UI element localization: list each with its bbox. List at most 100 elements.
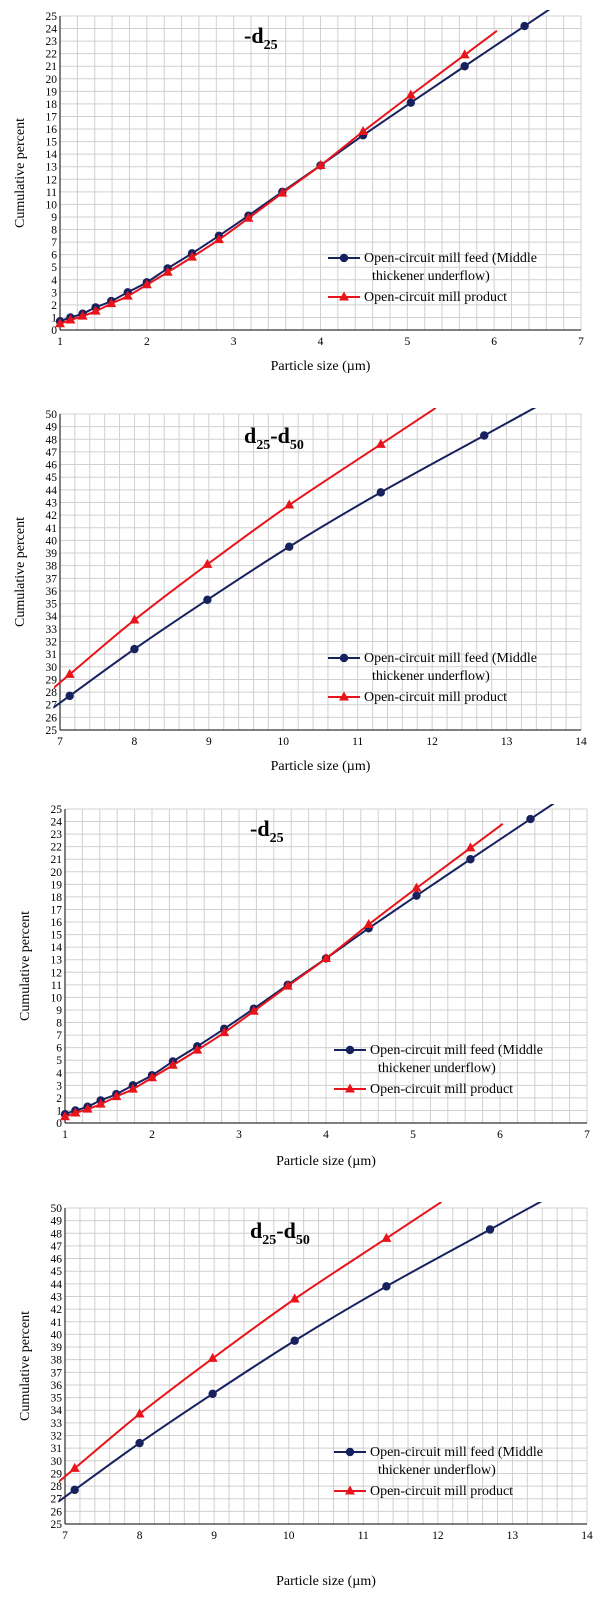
y-tick-label: 44: [51, 1279, 63, 1291]
plot-area: [55, 10, 551, 328]
data-point-product: [375, 438, 386, 448]
legend-label-product: Open-circuit mill product: [370, 1082, 513, 1097]
chart-panel-4: 7 8 9 10 11 12 13 14252627282930313233343536373…: [18, 1202, 593, 1589]
x-axis-title: Particle size (µm): [276, 1574, 376, 1589]
x-tick-label: 12: [432, 1530, 444, 1542]
data-point-product: [141, 279, 152, 289]
legend: Open-circuit mill feed (Middle thickener …: [334, 1043, 543, 1097]
plot-area: [60, 804, 555, 1121]
y-tick-label: 3: [56, 1080, 62, 1092]
legend-label-feed: Open-circuit mill feed (Middle thickener …: [370, 1445, 543, 1478]
y-tick-label: 2: [56, 1093, 62, 1105]
y-tick-label: 15: [46, 137, 58, 149]
y-tick-label: 44: [46, 485, 58, 497]
y-tick-label: 21: [46, 61, 58, 73]
legend-label-product: Open-circuit mill product: [364, 690, 507, 705]
y-tick-label: 31: [46, 649, 58, 661]
y-tick-label: 15: [51, 930, 63, 942]
y-tick-label: 40: [46, 535, 58, 547]
legend-marker-feed: [345, 1045, 355, 1055]
y-tick-label: 6: [51, 250, 57, 262]
chart-title: -d25: [244, 23, 278, 53]
data-point-product: [358, 126, 369, 136]
x-axis-title: Particle size (µm): [276, 1154, 376, 1169]
grid: [59, 413, 582, 731]
chart-panel-2: 7 8 9 10 11 12 13 14252627282930313233343536373…: [13, 408, 587, 774]
y-tick-label: 17: [51, 904, 63, 916]
y-tick-label: 34: [46, 611, 58, 623]
y-tick-label: 26: [51, 1506, 63, 1518]
y-tick-label: 49: [51, 1216, 63, 1228]
legend-marker-product: [339, 291, 349, 301]
chart-title: d25-d50: [250, 1218, 310, 1248]
x-tick-label: 2: [149, 1129, 155, 1141]
series-line-feed: [54, 408, 537, 709]
y-tick-label: 19: [46, 86, 58, 98]
data-point-product: [134, 1408, 145, 1418]
y-tick-label: 7: [56, 1030, 62, 1042]
y-tick-label: 43: [46, 497, 58, 509]
y-tick-label: 23: [46, 36, 58, 48]
legend: Open-circuit mill feed (Middle thickener …: [334, 1445, 543, 1499]
x-tick-label: 7: [62, 1530, 68, 1542]
x-tick-label: 11: [358, 1530, 369, 1542]
y-tick-label: 32: [51, 1431, 63, 1443]
grid: [64, 808, 588, 1124]
data-point-product: [405, 89, 416, 99]
y-tick-label: 19: [51, 879, 63, 891]
y-tick-label: 33: [51, 1418, 63, 1430]
legend-label-product: Open-circuit mill product: [370, 1484, 513, 1499]
y-tick-label: 4: [56, 1068, 62, 1080]
y-tick-label: 50: [51, 1203, 63, 1215]
y-tick-label: 29: [46, 674, 58, 686]
x-tick-label: 13: [501, 736, 513, 748]
data-point-feed: [485, 1225, 495, 1234]
y-tick-label: 7: [51, 237, 57, 249]
data-point-product: [381, 1232, 392, 1242]
y-tick-label: 1: [51, 312, 57, 324]
data-point-product: [64, 668, 75, 678]
y-tick-label: 38: [51, 1355, 63, 1367]
y-tick-label: 14: [51, 942, 63, 954]
data-point-product: [186, 251, 197, 261]
y-tick-label: 46: [51, 1254, 63, 1266]
y-tick-label: 40: [51, 1329, 63, 1341]
data-point-product: [219, 1027, 230, 1037]
x-tick-label: 13: [507, 1530, 519, 1542]
x-tick-label: 4: [323, 1129, 329, 1141]
y-tick-label: 17: [46, 111, 58, 123]
x-tick-label: 6: [497, 1129, 503, 1141]
data-point-feed: [520, 21, 529, 31]
y-tick-label: 47: [46, 447, 58, 459]
plot-area: [59, 1202, 543, 1503]
y-tick-label: 11: [51, 980, 62, 992]
data-point-product: [70, 1107, 81, 1117]
legend-marker-product: [345, 1083, 355, 1093]
x-tick-label: 5: [404, 336, 410, 348]
data-point-feed: [466, 855, 475, 864]
y-tick-label: 48: [46, 434, 58, 446]
legend-marker-feed: [345, 1447, 355, 1457]
legend-label-feed: Open-circuit mill feed (Middle thickener …: [370, 1043, 543, 1076]
data-point-product: [207, 1352, 218, 1362]
legend-marker-feed: [339, 253, 349, 263]
x-tick-label: 14: [581, 1530, 593, 1542]
y-tick-label: 37: [46, 573, 58, 585]
legend-label-feed: Open-circuit mill feed (Middle thickener …: [364, 251, 537, 284]
data-point-feed: [480, 431, 489, 440]
chart-title: -d25: [250, 816, 284, 846]
y-tick-label: 10: [46, 199, 58, 211]
data-point-product: [213, 234, 224, 244]
y-tick-label: 25: [51, 804, 63, 816]
y-tick-label: 29: [51, 1468, 63, 1480]
data-point-feed: [208, 1389, 217, 1399]
y-tick-label: 46: [46, 460, 58, 472]
x-tick-label: 8: [137, 1530, 143, 1542]
x-tick-label: 7: [578, 336, 584, 348]
data-point-feed: [135, 1438, 144, 1448]
y-tick-label: 13: [51, 955, 63, 967]
y-tick-label: 32: [46, 637, 58, 649]
chart-panel-1: 1 2 3 4 5 6 7012345678910111213141516171819202…: [13, 10, 584, 374]
data-point-product: [69, 1462, 80, 1472]
series-line-feed: [59, 1202, 543, 1503]
